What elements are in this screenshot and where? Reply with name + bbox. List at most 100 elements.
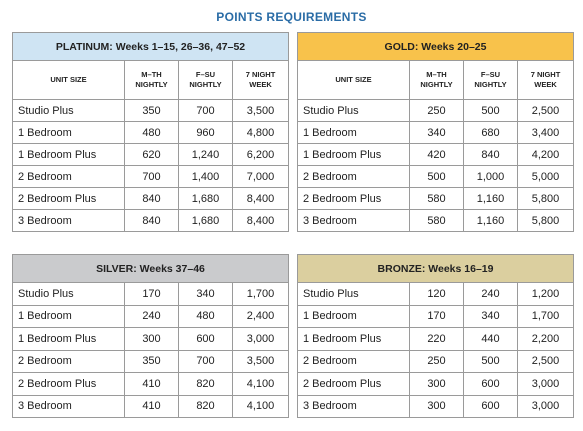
data-row: 1 Bedroom Plus 420 840 4,200: [297, 143, 575, 166]
data-row: 1 Bedroom 170 340 1,700: [297, 304, 575, 328]
points-cell: 340: [463, 304, 518, 328]
table-title: BRONZE: Weeks 16–19: [296, 254, 575, 283]
points-cell: 500: [409, 165, 464, 188]
unit-size: 1 Bedroom Plus: [12, 327, 125, 351]
data-row: 2 Bedroom Plus 410 820 4,100: [12, 372, 290, 396]
points-cell: 7,000: [232, 165, 289, 188]
points-cell: 170: [124, 282, 179, 306]
data-row: 3 Bedroom 580 1,160 5,800: [297, 209, 575, 232]
points-cell: 300: [124, 327, 179, 351]
points-cell: 700: [124, 165, 179, 188]
points-cell: 300: [409, 372, 464, 396]
points-cell: 240: [124, 304, 179, 328]
points-cell: 1,700: [231, 282, 290, 306]
unit-size: 2 Bedroom Plus: [12, 372, 125, 396]
points-cell: 5,800: [516, 187, 575, 210]
points-cell: 350: [124, 99, 179, 122]
data-row: 3 Bedroom 410 820 4,100: [12, 394, 290, 418]
points-cell: 240: [463, 282, 518, 306]
points-cell: 3,500: [231, 349, 290, 373]
header-row: PLATINUM: Weeks 1–15, 26–36, 47–52: [12, 32, 289, 61]
points-cell: 440: [463, 327, 518, 351]
table-title: GOLD: Weeks 20–25: [296, 32, 575, 61]
unit-size: Studio Plus: [297, 99, 410, 122]
points-cell: 220: [409, 327, 464, 351]
points-cell: 2,500: [516, 99, 575, 122]
points-cell: 3,000: [516, 372, 575, 396]
points-cell: 8,400: [232, 187, 289, 210]
points-cell: 5,800: [516, 209, 575, 232]
points-cell: 480: [124, 121, 179, 144]
points-cell: 700: [178, 99, 233, 122]
unit-size: 3 Bedroom: [12, 394, 125, 418]
unit-size: 1 Bedroom Plus: [297, 327, 410, 351]
unit-size: 3 Bedroom: [12, 209, 125, 232]
points-cell: 700: [178, 349, 233, 373]
data-row: Studio Plus 350 700 3,500: [12, 99, 289, 122]
points-cell: 840: [463, 143, 518, 166]
unit-size: 2 Bedroom: [297, 165, 410, 188]
points-cell: 1,680: [178, 209, 233, 232]
data-row: 1 Bedroom 480 960 4,800: [12, 121, 289, 144]
points-cell: 1,200: [516, 282, 575, 306]
unit-size: 2 Bedroom: [297, 349, 410, 373]
points-cell: 250: [409, 349, 464, 373]
data-row: 3 Bedroom 840 1,680 8,400: [12, 209, 289, 232]
points-cell: 5,000: [516, 165, 575, 188]
column-header: UNIT SIZE: [297, 60, 410, 100]
points-cell: 840: [124, 209, 179, 232]
points-cell: 3,500: [232, 99, 289, 122]
points-cell: 410: [124, 394, 179, 418]
unit-size: Studio Plus: [297, 282, 410, 306]
points-table: SILVER: Weeks 37–46 Studio Plus 170 340 1,70…: [11, 254, 290, 418]
points-cell: 820: [178, 372, 233, 396]
data-row: 1 Bedroom Plus 220 440 2,200: [297, 327, 575, 351]
column-header: F–SU NIGHTLY: [178, 60, 233, 100]
points-table: GOLD: Weeks 20–25 UNIT SIZE M–TH NIGHTLY F–…: [296, 32, 575, 232]
data-row: 1 Bedroom Plus 620 1,240 6,200: [12, 143, 289, 166]
column-header: M–TH NIGHTLY: [409, 60, 464, 100]
points-cell: 480: [178, 304, 233, 328]
column-header: F–SU NIGHTLY: [463, 60, 518, 100]
points-cell: 2,200: [516, 327, 575, 351]
points-cell: 840: [124, 187, 179, 210]
data-row: Studio Plus 120 240 1,200: [297, 282, 575, 306]
points-cell: 820: [178, 394, 233, 418]
points-cell: 300: [409, 394, 464, 418]
unit-size: Studio Plus: [12, 282, 125, 306]
unit-size: 1 Bedroom: [12, 304, 125, 328]
points-cell: 2,400: [231, 304, 290, 328]
header-row: SILVER: Weeks 37–46: [11, 254, 290, 283]
column-header-row: UNIT SIZE M–TH NIGHTLY F–SU NIGHTLY 7 NIGHT…: [12, 60, 289, 100]
unit-size: 1 Bedroom Plus: [12, 143, 125, 166]
points-cell: 620: [124, 143, 179, 166]
points-cell: 1,700: [516, 304, 575, 328]
column-header: M–TH NIGHTLY: [124, 60, 179, 100]
points-cell: 600: [463, 372, 518, 396]
data-row: 1 Bedroom Plus 300 600 3,000: [12, 327, 290, 351]
points-cell: 6,200: [232, 143, 289, 166]
unit-size: 1 Bedroom: [297, 304, 410, 328]
points-cell: 4,200: [516, 143, 575, 166]
points-cell: 3,400: [516, 121, 575, 144]
data-row: 2 Bedroom Plus 580 1,160 5,800: [297, 187, 575, 210]
unit-size: 2 Bedroom Plus: [12, 187, 125, 210]
points-cell: 340: [409, 121, 464, 144]
points-cell: 1,000: [463, 165, 518, 188]
points-cell: 1,160: [463, 209, 518, 232]
data-row: 1 Bedroom 240 480 2,400: [12, 304, 290, 328]
header-row: BRONZE: Weeks 16–19: [296, 254, 575, 283]
unit-size: 1 Bedroom: [297, 121, 410, 144]
table-title: SILVER: Weeks 37–46: [11, 254, 290, 283]
points-cell: 2,500: [516, 349, 575, 373]
points-cell: 600: [463, 394, 518, 418]
points-cell: 4,100: [231, 372, 290, 396]
column-header: 7 NIGHT WEEK: [516, 60, 575, 100]
unit-size: 3 Bedroom: [297, 394, 410, 418]
points-cell: 500: [463, 99, 518, 122]
points-table: PLATINUM: Weeks 1–15, 26–36, 47–52 UNIT S…: [12, 32, 289, 232]
points-cell: 500: [463, 349, 518, 373]
column-header-row: UNIT SIZE M–TH NIGHTLY F–SU NIGHTLY 7 NIGHT…: [297, 60, 575, 100]
column-header: 7 NIGHT WEEK: [232, 60, 289, 100]
